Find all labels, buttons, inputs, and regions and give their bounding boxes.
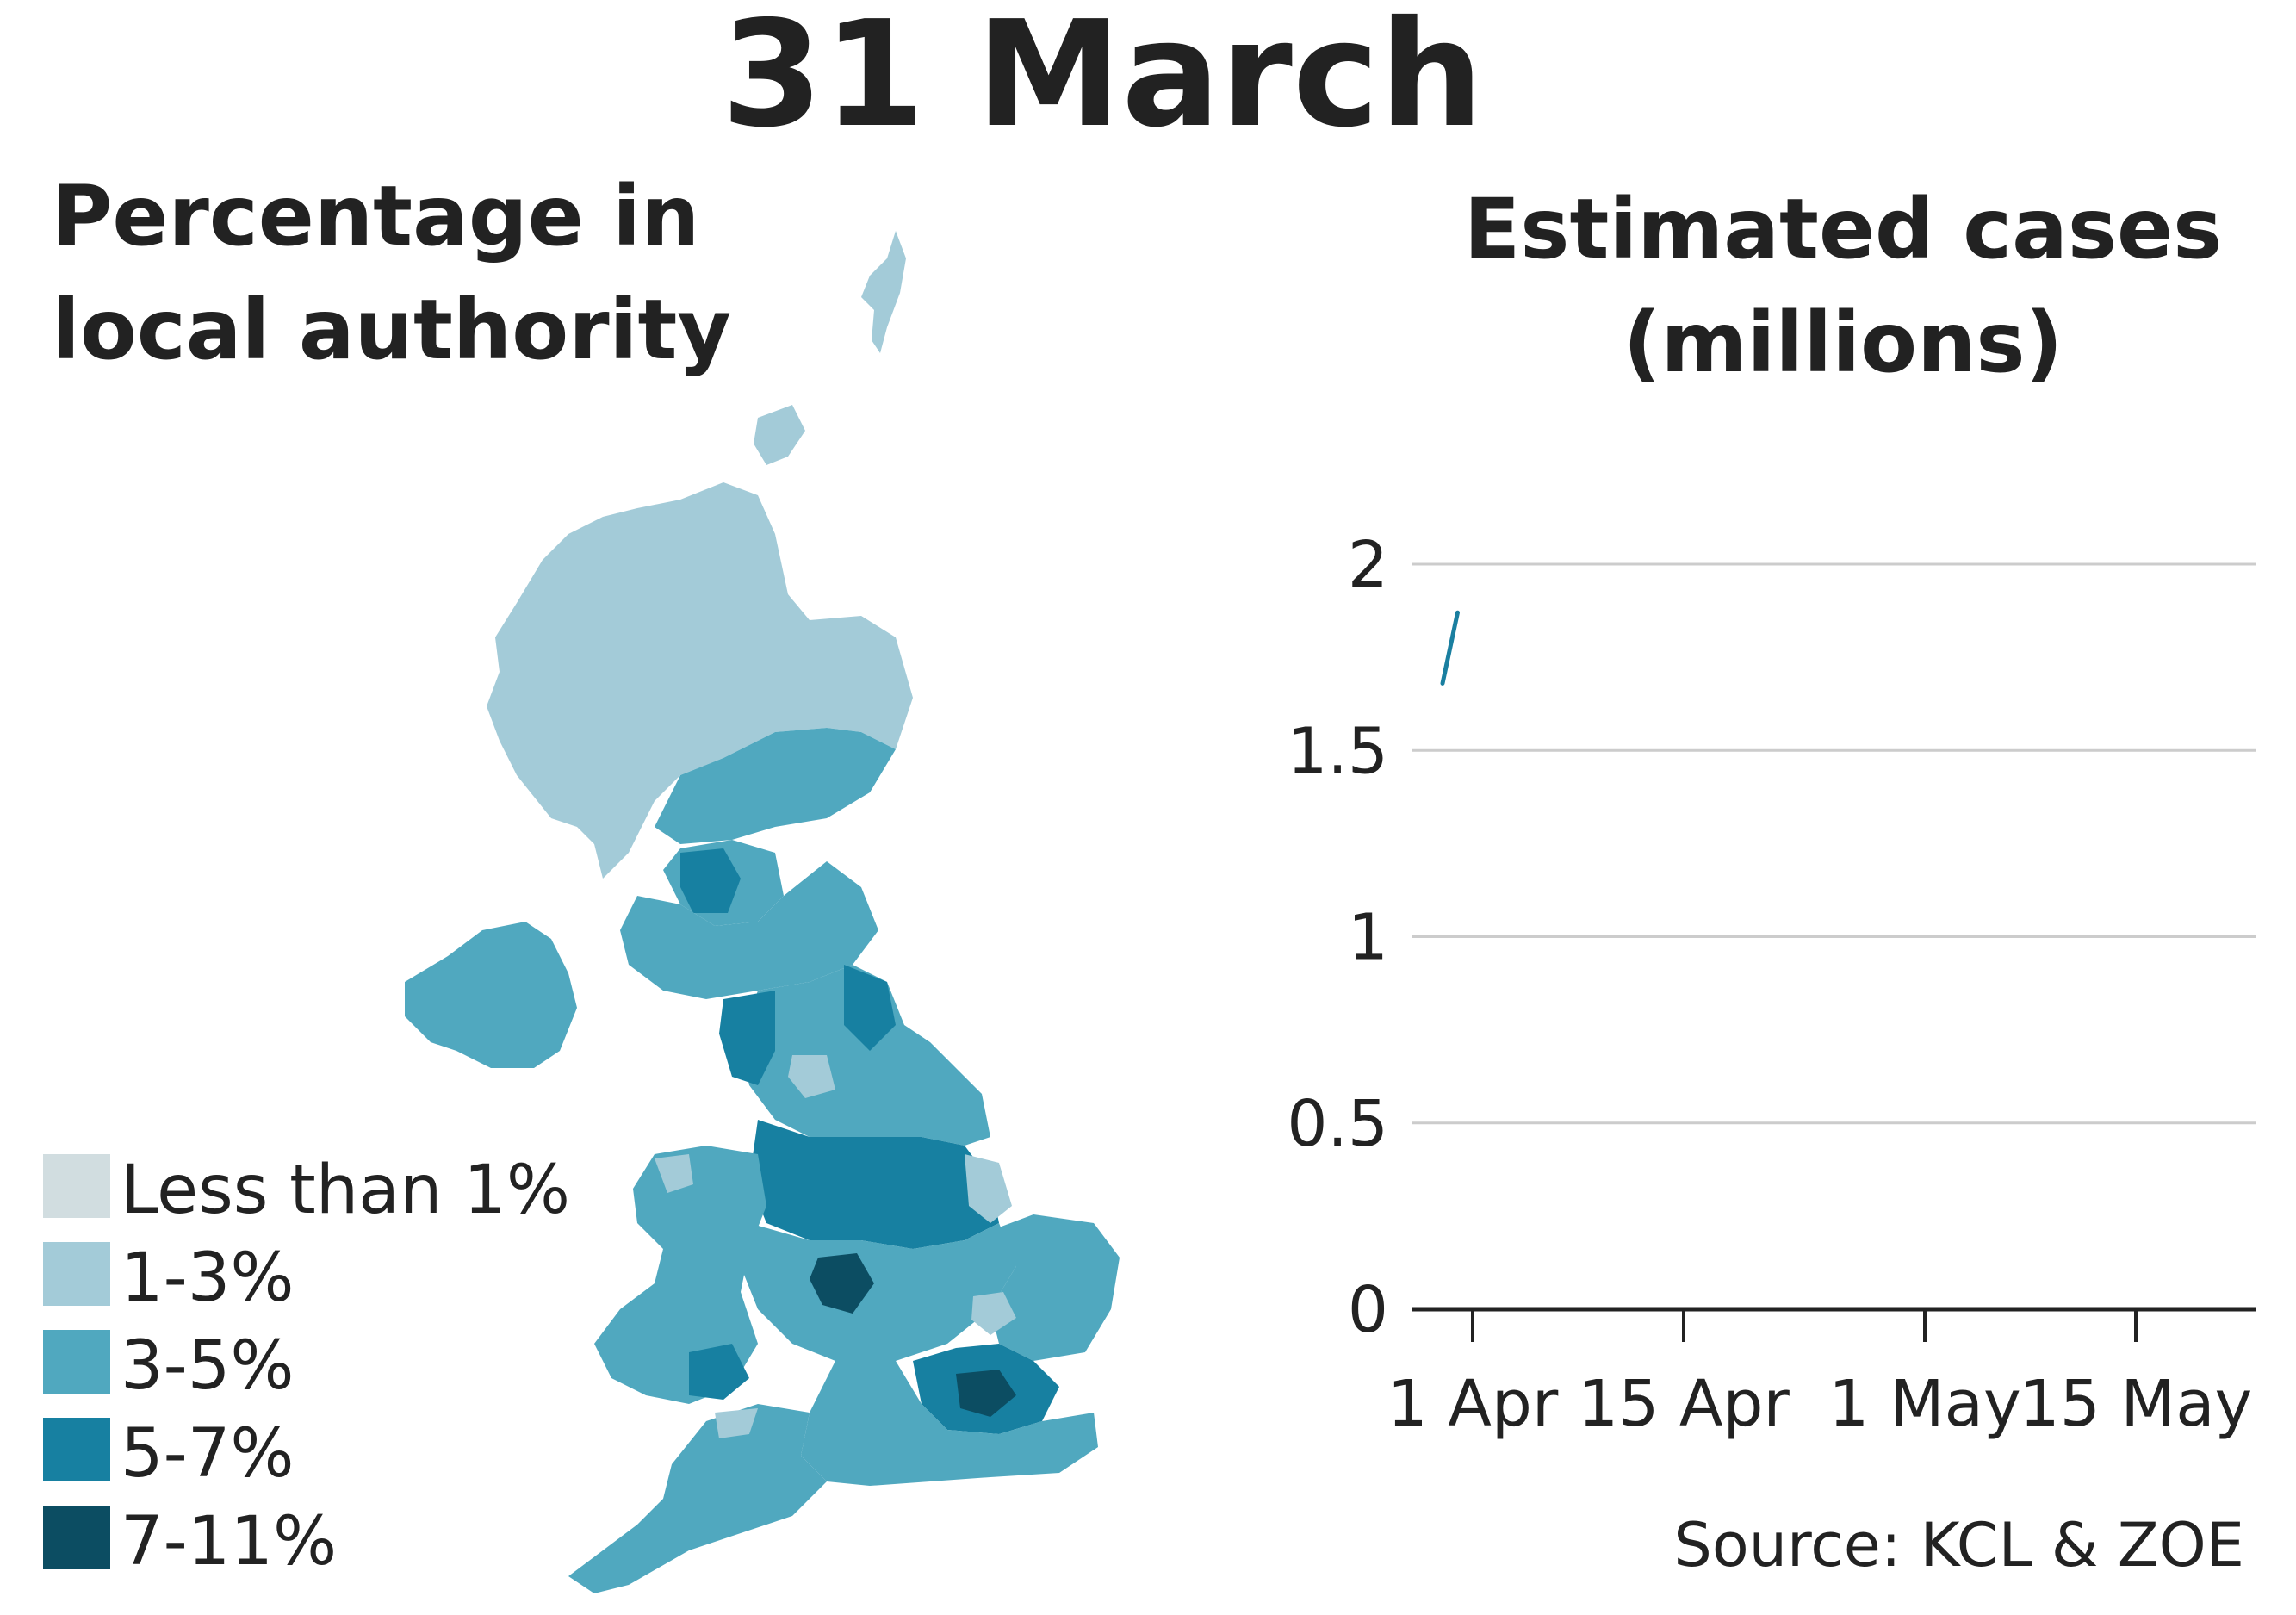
map-region-lanark: [680, 848, 741, 913]
map-region-central-scotland: [655, 728, 896, 844]
x-tick-label: 1 Apr: [1387, 1367, 1559, 1441]
legend-swatch: [43, 1154, 110, 1218]
map-region-york: [788, 1055, 835, 1098]
map-region-south-wales: [689, 1344, 749, 1400]
y-tick-label: 1.5: [1287, 714, 1388, 788]
legend-label: Less than 1%: [121, 1152, 570, 1229]
chart-title: Estimated cases (millions): [1463, 181, 2223, 391]
x-tick-label: 15 May: [2020, 1367, 2253, 1441]
map-region-hull: [965, 1154, 1012, 1223]
map-region-south-east: [801, 1361, 1098, 1486]
map-region-cumbria: [719, 991, 775, 1085]
x-tick-label: 1 May: [1828, 1367, 2021, 1441]
legend-swatch: [43, 1418, 110, 1481]
map-region-northern-ireland: [405, 922, 577, 1068]
source-note: Source: KCL & ZOE: [1673, 1510, 2244, 1581]
legend-swatch: [43, 1330, 110, 1394]
map-region-yorkshire: [749, 1120, 999, 1249]
map-region-southern-scotland: [620, 861, 878, 999]
legend-swatch: [43, 1242, 110, 1306]
legend-label: 5-7%: [121, 1415, 295, 1493]
map-region-south-west: [568, 1404, 827, 1593]
map-region-north-england: [741, 965, 990, 1146]
y-tick-label: 0.5: [1287, 1087, 1388, 1161]
x-tick-label: 15 Apr: [1578, 1367, 1790, 1441]
map-region-bristol: [715, 1408, 758, 1438]
map-region-london: [956, 1370, 1016, 1417]
y-tick-label: 1: [1348, 901, 1388, 975]
map-region-wales: [594, 1146, 766, 1404]
map-region-anglesey: [655, 1154, 693, 1193]
legend-swatch: [43, 1506, 110, 1569]
map-region-birmingham: [810, 1253, 874, 1314]
y-tick-label: 2: [1348, 528, 1388, 602]
y-tick-label: 0: [1348, 1273, 1388, 1347]
map-region-cambridge: [971, 1292, 1016, 1335]
legend-label: 1-3%: [121, 1239, 295, 1317]
series-line: [1440, 610, 1460, 686]
legend-label: 7-11%: [121, 1503, 338, 1581]
map-region-highlands: [487, 482, 913, 879]
map-region-shetland: [861, 231, 906, 353]
date-title: 31 March: [721, 0, 1484, 160]
map-title: Percentage in local authority: [52, 168, 731, 378]
uk-choropleth-map: [405, 231, 1120, 1593]
map-region-newcastle: [844, 965, 896, 1051]
legend-label: 3-5%: [121, 1327, 295, 1405]
map-region-orkney: [754, 405, 805, 465]
map-region-midlands: [741, 1223, 1016, 1361]
